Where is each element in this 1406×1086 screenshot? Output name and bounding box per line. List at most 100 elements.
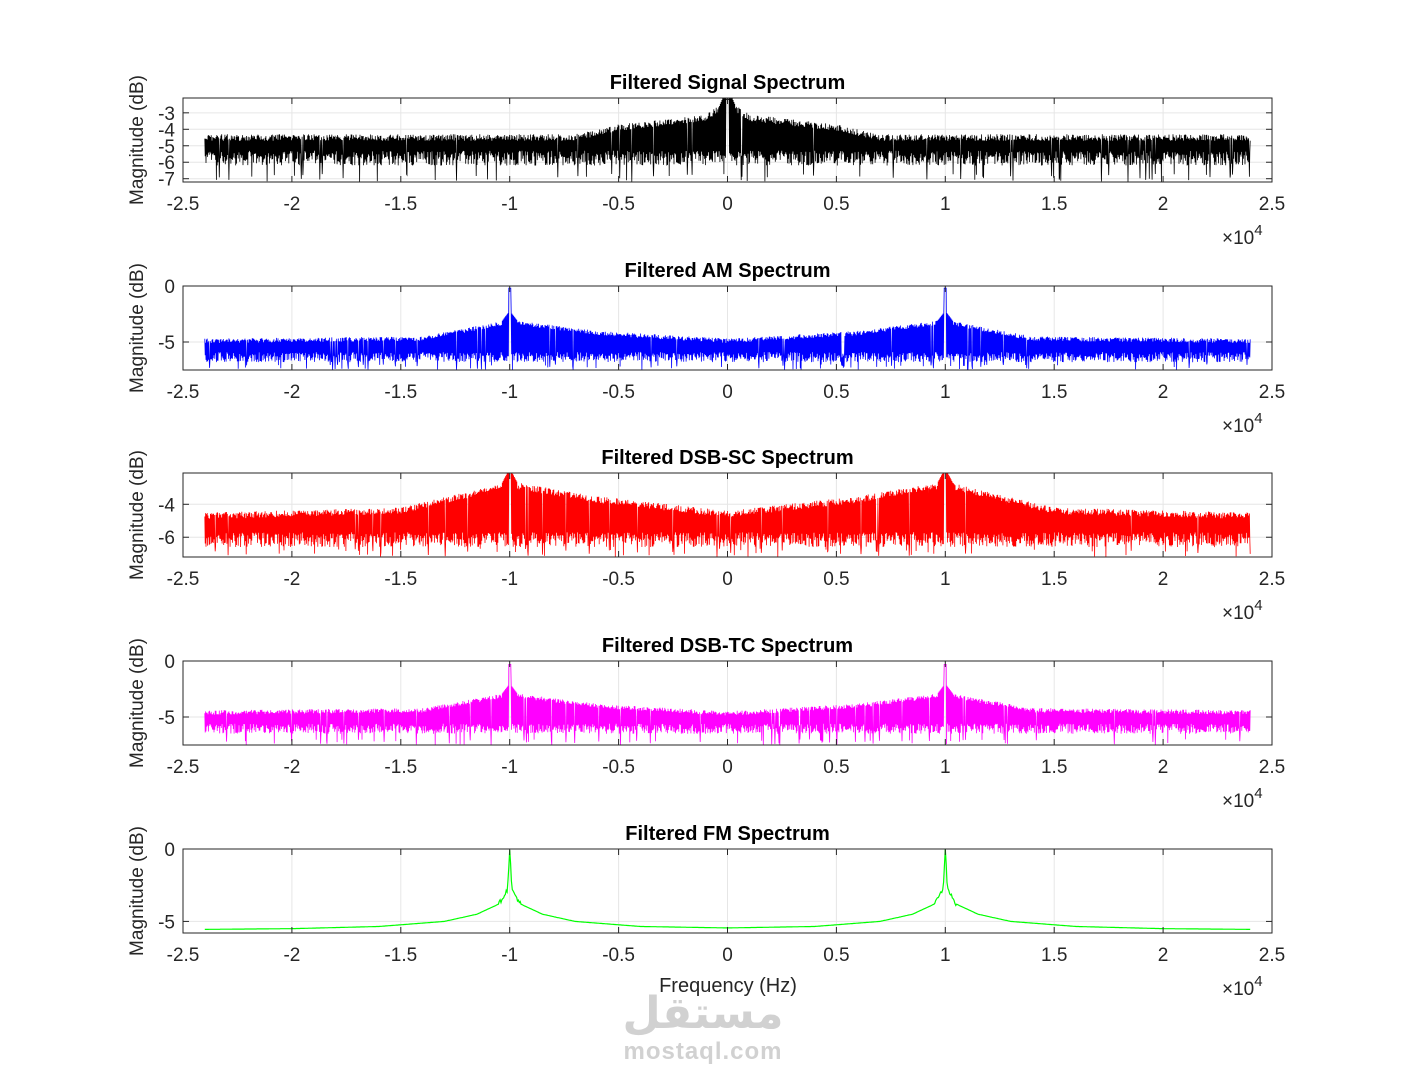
x-exponent-power: 4 xyxy=(1254,785,1262,802)
subplot-1: -2.5 -2 -1.5 -1 -0.5 0 0.5 1 1.5 2 2.5 -3-4-5-6-7 ×1… xyxy=(127,72,1285,249)
x-exponent-base: ×10 xyxy=(1222,416,1254,437)
subplot-2: -2.5 -2 -1.5 -1 -0.5 0 0.5 1 1.5 2 2.5 0 -5 ×104 Filte… xyxy=(127,260,1285,437)
y-axis-label: Magnitude (dB) xyxy=(127,263,148,393)
y-axis-label: Magnitude (dB) xyxy=(127,450,148,580)
y-tick-label: -5 xyxy=(158,333,175,354)
x-tick-label: -1 xyxy=(501,382,518,403)
x-exponent-label: ×104 xyxy=(1222,410,1263,437)
x-tick-label: 2 xyxy=(1158,194,1169,215)
x-tick-label: 1 xyxy=(940,569,951,590)
subplot-title: Filtered DSB-TC Spectrum xyxy=(602,635,853,657)
x-tick-label: 1.5 xyxy=(1041,194,1067,215)
x-exponent-label: ×104 xyxy=(1222,973,1263,1000)
x-tick-label: -1 xyxy=(501,945,518,966)
y-tick-label: 0 xyxy=(164,840,175,861)
x-tick-label: 0.5 xyxy=(823,757,849,778)
x-tick-label: 0 xyxy=(722,945,733,966)
x-exponent-base: ×10 xyxy=(1222,603,1254,624)
x-tick-label: 0.5 xyxy=(823,194,849,215)
x-tick-label: -1 xyxy=(501,194,518,215)
y-tick-label: -6 xyxy=(158,153,175,174)
x-tick-label: 1.5 xyxy=(1041,757,1067,778)
x-tick-label: 2.5 xyxy=(1259,194,1285,215)
x-tick-label: -2.5 xyxy=(167,569,200,590)
y-axis-label: Magnitude (dB) xyxy=(127,826,148,956)
x-tick-label: 1.5 xyxy=(1041,945,1067,966)
subplot-3: -2.5 -2 -1.5 -1 -0.5 0 0.5 1 1.5 2 2.5 -4 -6 ×104 Filt… xyxy=(127,447,1285,624)
x-tick-label: 2 xyxy=(1158,382,1169,403)
y-tick-label: -4 xyxy=(158,120,175,141)
x-tick-label: -2.5 xyxy=(167,194,200,215)
x-tick-label: 2.5 xyxy=(1259,382,1285,403)
x-tick-label: 0.5 xyxy=(823,569,849,590)
x-tick-label: -1 xyxy=(501,757,518,778)
x-tick-label: 1.5 xyxy=(1041,569,1067,590)
x-tick-label: 1 xyxy=(940,757,951,778)
x-tick-label: -0.5 xyxy=(602,194,635,215)
x-tick-label: -1.5 xyxy=(384,757,417,778)
y-tick-label: -5 xyxy=(158,708,175,729)
x-exponent-base: ×10 xyxy=(1222,228,1254,249)
y-tick-label: -3 xyxy=(158,104,175,125)
x-exponent-base: ×10 xyxy=(1222,791,1254,812)
watermark-site: mostaql.com xyxy=(623,1038,783,1065)
x-tick-label: -2.5 xyxy=(167,382,200,403)
subplot-title: Filtered Signal Spectrum xyxy=(610,72,846,94)
subplot-4: -2.5 -2 -1.5 -1 -0.5 0 0.5 1 1.5 2 2.5 0 -5 ×104 Filte… xyxy=(127,635,1285,812)
x-exponent-label: ×104 xyxy=(1222,597,1263,624)
y-axis-label: Magnitude (dB) xyxy=(127,638,148,768)
x-tick-label: -0.5 xyxy=(602,757,635,778)
subplot-5: -2.5 -2 -1.5 -1 -0.5 0 0.5 1 1.5 2 2.5 0 -5 ×104 Filte… xyxy=(127,823,1285,1000)
x-tick-label: 0 xyxy=(722,382,733,403)
x-tick-label: -1.5 xyxy=(384,194,417,215)
x-exponent-base: ×10 xyxy=(1222,979,1254,1000)
x-tick-label: 0.5 xyxy=(823,945,849,966)
x-tick-label: -1 xyxy=(501,569,518,590)
x-tick-label: -0.5 xyxy=(602,945,635,966)
x-tick-label: -0.5 xyxy=(602,382,635,403)
x-tick-label: 0 xyxy=(722,757,733,778)
y-axis-label: Magnitude (dB) xyxy=(127,75,148,205)
data-trace xyxy=(204,287,1251,371)
subplot-title: Filtered AM Spectrum xyxy=(625,260,831,282)
x-tick-label: -1.5 xyxy=(384,945,417,966)
y-tick-label: -7 xyxy=(158,170,175,191)
x-tick-label: 1.5 xyxy=(1041,382,1067,403)
x-tick-label: 0 xyxy=(722,194,733,215)
x-tick-label: -2 xyxy=(283,569,300,590)
x-tick-label: 2 xyxy=(1158,757,1169,778)
x-tick-label: 0 xyxy=(722,569,733,590)
x-tick-label: 2 xyxy=(1158,569,1169,590)
x-tick-label: -2 xyxy=(283,757,300,778)
x-tick-label: 0.5 xyxy=(823,382,849,403)
x-tick-label: -2 xyxy=(283,945,300,966)
x-tick-label: -2 xyxy=(283,194,300,215)
x-tick-label: -2.5 xyxy=(167,757,200,778)
y-tick-label: 0 xyxy=(164,277,175,298)
x-tick-label: 1 xyxy=(940,945,951,966)
watermark-logo: مستقل xyxy=(622,988,784,1039)
x-tick-label: 1 xyxy=(940,382,951,403)
y-tick-label: -5 xyxy=(158,137,175,158)
x-tick-label: 1 xyxy=(940,194,951,215)
x-exponent-power: 4 xyxy=(1254,222,1262,239)
data-trace xyxy=(204,664,1251,745)
x-tick-label: -1.5 xyxy=(384,569,417,590)
y-tick-label: -5 xyxy=(158,912,175,933)
x-exponent-power: 4 xyxy=(1254,973,1262,990)
data-trace xyxy=(204,472,1251,558)
x-exponent-power: 4 xyxy=(1254,410,1262,427)
y-tick-label: -6 xyxy=(158,528,175,549)
y-tick-label: 0 xyxy=(164,652,175,673)
x-tick-label: -0.5 xyxy=(602,569,635,590)
x-tick-label: -2.5 xyxy=(167,945,200,966)
x-axis-label: Frequency (Hz) xyxy=(659,975,797,997)
x-tick-label: 2.5 xyxy=(1259,569,1285,590)
x-tick-label: 2 xyxy=(1158,945,1169,966)
x-exponent-label: ×104 xyxy=(1222,785,1263,812)
watermark: مستقل mostaql.com xyxy=(598,990,808,1066)
subplot-title: Filtered FM Spectrum xyxy=(625,823,829,845)
x-tick-label: 2.5 xyxy=(1259,945,1285,966)
x-exponent-power: 4 xyxy=(1254,597,1262,614)
